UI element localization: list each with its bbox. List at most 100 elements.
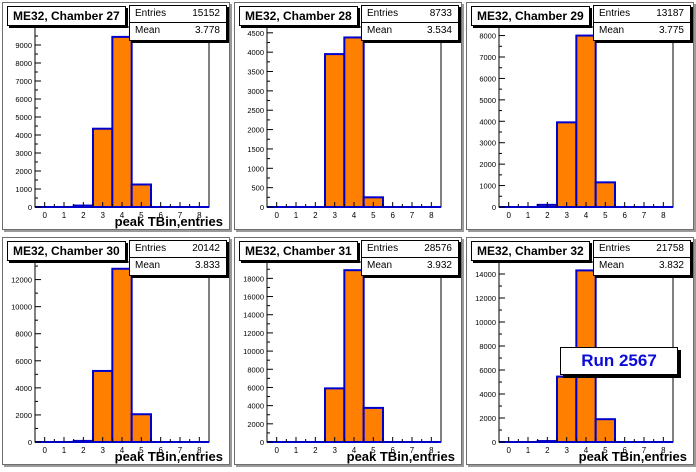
- x-tick-label: 8: [661, 446, 666, 455]
- x-tick-label: 1: [294, 211, 299, 220]
- x-tick-label: 5: [139, 211, 144, 220]
- x-tick-label: 4: [120, 211, 125, 220]
- histogram-bar: [575, 34, 597, 209]
- x-tick-label: 4: [584, 446, 589, 455]
- y-tick-label: 2000: [479, 414, 496, 423]
- x-tick-label: 8: [429, 446, 434, 455]
- x-tick-label: 4: [352, 446, 357, 455]
- y-tick-label: 8000: [479, 32, 496, 41]
- x-tick-label: 2: [313, 446, 318, 455]
- y-tick-label: 14000: [475, 270, 496, 279]
- histogram-title: ME32, Chamber 27: [7, 6, 126, 26]
- y-tick-label: 2000: [247, 420, 264, 429]
- y-tick-label: 6000: [479, 366, 496, 375]
- entries-value: 13187: [656, 8, 684, 19]
- y-tick-label: 3000: [247, 87, 264, 96]
- mean-label: Mean: [135, 25, 161, 36]
- entries-label: Entries: [135, 8, 167, 19]
- y-tick-label: 0: [28, 203, 32, 212]
- x-tick-label: 3: [100, 211, 105, 220]
- y-tick-label: 3000: [479, 139, 496, 148]
- entries-value: 28576: [424, 243, 452, 254]
- y-tick-label: 4000: [15, 384, 32, 393]
- histogram-pad-chamber-29: 0 1 2 3 4 5 6 7 8 0 1000 2000 3000 4000 5000 6000 7000 80…: [466, 2, 694, 230]
- x-tick-label: 5: [139, 446, 144, 455]
- histogram-bar: [343, 36, 365, 208]
- entries-label: Entries: [599, 8, 631, 19]
- y-tick-label: 0: [260, 438, 264, 447]
- histogram-plot: 0 1 2 3 4 5 6 7 8 0 1000 2000 3000 4000 5000 6000 7000 80…: [15, 26, 210, 220]
- x-tick-label: 4: [120, 446, 125, 455]
- y-tick-label: 500: [251, 184, 264, 193]
- x-tick-label: 5: [371, 211, 376, 220]
- x-tick-label: 5: [603, 446, 608, 455]
- x-tick-label: 8: [197, 446, 202, 455]
- stats-box: Entries 21758 Mean 3.832: [593, 240, 691, 276]
- mean-value: 3.534: [426, 25, 452, 36]
- entries-value: 20142: [192, 243, 220, 254]
- y-tick-label: 7000: [15, 77, 32, 86]
- y-tick-label: 18000: [243, 274, 264, 283]
- mean-label: Mean: [367, 25, 393, 36]
- x-tick-label: 3: [100, 446, 105, 455]
- x-tick-label: 3: [332, 211, 337, 220]
- x-tick-label: 2: [545, 211, 550, 220]
- y-tick-label: 2000: [15, 411, 32, 420]
- x-tick-label: 5: [371, 446, 376, 455]
- stats-box: Entries 20142 Mean 3.833: [129, 240, 227, 276]
- x-axis-label: peak TBin,entries: [114, 214, 223, 229]
- histogram-title: ME32, Chamber 29: [471, 6, 590, 26]
- x-axis-label: peak TBin,entries: [346, 449, 455, 464]
- histogram-plot: 0 1 2 3 4 5 6 7 8 0 1000 2000 3000 4000 5000 6000 7000 80…: [479, 26, 674, 220]
- x-tick-label: 0: [274, 211, 279, 220]
- x-tick-label: 0: [506, 211, 511, 220]
- x-tick-label: 4: [352, 211, 357, 220]
- y-tick-label: 0: [28, 438, 32, 447]
- y-tick-label: 4000: [479, 117, 496, 126]
- y-tick-label: 6000: [15, 357, 32, 366]
- y-tick-label: 1000: [479, 182, 496, 191]
- y-tick-label: 4500: [247, 29, 264, 38]
- x-tick-label: 6: [622, 211, 627, 220]
- histogram-pad-chamber-28: 0 1 2 3 4 5 6 7 8 0 500 1000 1500 2000 2500 3000 3500 400…: [234, 2, 462, 230]
- x-tick-label: 2: [81, 211, 86, 220]
- entries-label: Entries: [599, 243, 631, 254]
- histogram-pad-chamber-30: 0 1 2 3 4 5 6 7 8 0 2000 4000 6000 8000 10000 12000 ME3…: [2, 237, 230, 465]
- y-tick-label: 12000: [243, 329, 264, 338]
- run-number-label: Run 2567: [560, 347, 678, 375]
- y-tick-label: 5000: [15, 113, 32, 122]
- x-tick-label: 7: [410, 211, 415, 220]
- y-tick-label: 0: [260, 203, 264, 212]
- histogram-bar: [92, 127, 114, 208]
- entries-value: 15152: [192, 8, 220, 19]
- y-tick-label: 4000: [247, 48, 264, 57]
- y-tick-label: 7000: [479, 53, 496, 62]
- histogram-plot: 0 1 2 3 4 5 6 7 8 0 2000 4000 6000 8000 10000 12000 1400…: [243, 261, 442, 455]
- x-tick-label: 7: [642, 446, 647, 455]
- x-tick-label: 1: [526, 211, 531, 220]
- y-tick-label: 1000: [247, 164, 264, 173]
- mean-value: 3.778: [194, 25, 220, 36]
- x-tick-label: 6: [622, 446, 627, 455]
- x-tick-label: 3: [332, 446, 337, 455]
- histogram-plot: 0 1 2 3 4 5 6 7 8 0 2000 4000 6000 8000 10000 12000 1400…: [475, 261, 674, 455]
- entries-value: 21758: [656, 243, 684, 254]
- x-tick-label: 1: [294, 446, 299, 455]
- y-tick-label: 0: [492, 438, 496, 447]
- y-tick-label: 8000: [479, 342, 496, 351]
- y-tick-label: 3000: [15, 149, 32, 158]
- mean-value: 3.833: [194, 260, 220, 271]
- y-tick-label: 4000: [247, 402, 264, 411]
- histogram-title: ME32, Chamber 32: [471, 241, 590, 261]
- x-tick-label: 2: [313, 211, 318, 220]
- x-tick-label: 7: [410, 446, 415, 455]
- histogram-bar: [324, 53, 346, 209]
- x-tick-label: 5: [603, 211, 608, 220]
- y-tick-label: 1000: [15, 185, 32, 194]
- stats-box: Entries 13187 Mean 3.775: [593, 5, 691, 41]
- mean-label: Mean: [599, 25, 625, 36]
- histogram-bar: [92, 369, 114, 444]
- x-tick-label: 0: [274, 446, 279, 455]
- y-tick-label: 8000: [15, 59, 32, 68]
- y-tick-label: 2500: [247, 106, 264, 115]
